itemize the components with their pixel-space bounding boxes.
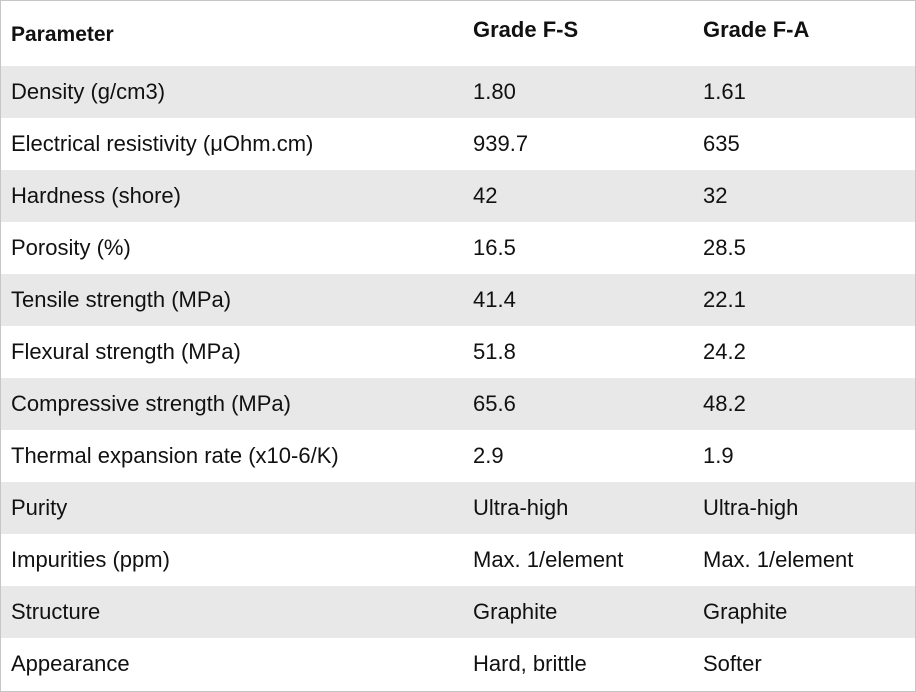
cell-parameter: Electrical resistivity (μOhm.cm) xyxy=(11,131,314,156)
cell-grade-fa: 1.61 xyxy=(703,79,746,104)
table-row: Tensile strength (MPa) 41.4 22.1 xyxy=(1,274,915,326)
cell-grade-fa: Ultra-high xyxy=(703,495,799,520)
cell-grade-fs: 42 xyxy=(473,183,498,208)
cell-parameter: Impurities (ppm) xyxy=(11,547,170,572)
cell-grade-fa: Max. 1/element xyxy=(703,547,854,572)
cell-grade-fs: 939.7 xyxy=(473,131,529,156)
table-header: Parameter Grade F-S Grade F-A xyxy=(1,1,915,66)
cell-grade-fa: 635 xyxy=(703,131,740,156)
cell-parameter: Density (g/cm3) xyxy=(11,79,166,104)
table-row: Density (g/cm3) 1.80 1.61 xyxy=(1,66,915,118)
cell-grade-fs: 2.9 xyxy=(473,443,504,468)
cell-parameter: Compressive strength (MPa) xyxy=(11,391,291,416)
cell-parameter: Porosity (%) xyxy=(11,235,131,260)
cell-grade-fa: Softer xyxy=(703,651,762,676)
cell-parameter: Tensile strength (MPa) xyxy=(11,287,232,312)
cell-parameter: Flexural strength (MPa) xyxy=(11,339,241,364)
cell-parameter: Structure xyxy=(11,599,101,624)
cell-grade-fs: 41.4 xyxy=(473,287,516,312)
cell-grade-fa: Graphite xyxy=(703,599,788,624)
table-row: Compressive strength (MPa) 65.6 48.2 xyxy=(1,378,915,430)
table-row: Thermal expansion rate (x10-6/K) 2.9 1.9 xyxy=(1,430,915,482)
table-row: Electrical resistivity (μOhm.cm) 939.7 6… xyxy=(1,118,915,170)
cell-grade-fa: 1.9 xyxy=(703,443,734,468)
cell-grade-fs: 16.5 xyxy=(473,235,516,260)
cell-grade-fs: 65.6 xyxy=(473,391,516,416)
table-row: Hardness (shore) 42 32 xyxy=(1,170,915,222)
cell-grade-fa: 32 xyxy=(703,183,728,208)
cell-parameter: Appearance xyxy=(11,651,130,676)
header-row: Parameter Grade F-S Grade F-A xyxy=(1,1,915,66)
header-grade-fs: Grade F-S xyxy=(473,17,579,42)
table-row: Flexural strength (MPa) 51.8 24.2 xyxy=(1,326,915,378)
cell-grade-fs: 1.80 xyxy=(473,79,516,104)
cell-grade-fa: 28.5 xyxy=(703,235,746,260)
header-parameter: Parameter xyxy=(11,23,114,46)
table-row: Appearance Hard, brittle Softer xyxy=(1,638,915,690)
cell-grade-fs: Graphite xyxy=(473,599,558,624)
table-row: Impurities (ppm) Max. 1/element Max. 1/e… xyxy=(1,534,915,586)
cell-grade-fa: 24.2 xyxy=(703,339,746,364)
cell-parameter: Purity xyxy=(11,495,68,520)
cell-grade-fs: Ultra-high xyxy=(473,495,569,520)
table-row: Porosity (%) 16.5 28.5 xyxy=(1,222,915,274)
cell-parameter: Hardness (shore) xyxy=(11,183,181,208)
cell-parameter: Thermal expansion rate (x10-6/K) xyxy=(11,443,339,468)
cell-grade-fs: Max. 1/element xyxy=(473,547,624,572)
cell-grade-fa: 22.1 xyxy=(703,287,746,312)
cell-grade-fa: 48.2 xyxy=(703,391,746,416)
table-row: Structure Graphite Graphite xyxy=(1,586,915,638)
table-body: Density (g/cm3) 1.80 1.61 Electrical res… xyxy=(1,66,915,690)
header-grade-fa: Grade F-A xyxy=(703,17,810,42)
cell-grade-fs: Hard, brittle xyxy=(473,651,587,676)
cell-grade-fs: 51.8 xyxy=(473,339,516,364)
table-row: Purity Ultra-high Ultra-high xyxy=(1,482,915,534)
